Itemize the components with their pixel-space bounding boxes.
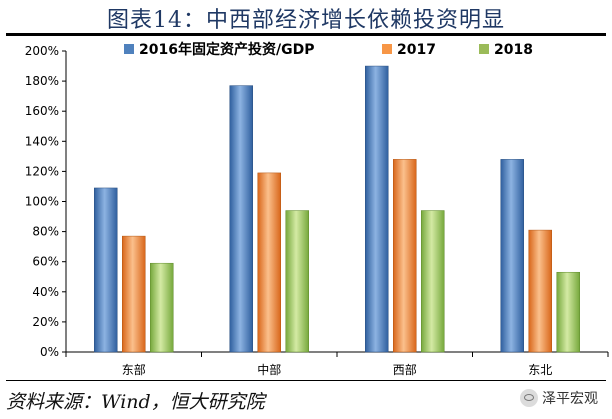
source-note: 资料来源：Wind，恒大研究院 — [6, 391, 265, 413]
y-tick-label: 0% — [40, 345, 59, 359]
bar-3-4 — [556, 271, 580, 353]
bar-1-1 — [94, 187, 118, 353]
legend-swatch-3 — [479, 44, 489, 54]
legend-label-2: 2017 — [397, 42, 436, 58]
title-rule — [6, 33, 606, 36]
watermark: 泽平宏观 — [520, 388, 598, 408]
bar-2-1 — [122, 235, 146, 353]
bar-3-1 — [150, 262, 174, 353]
y-tick-label: 140% — [25, 134, 59, 148]
bar-1-3 — [365, 65, 389, 353]
x-tick-label: 东北 — [528, 363, 552, 377]
y-tick-label: 80% — [32, 225, 59, 239]
wechat-icon — [520, 389, 538, 407]
x-tick-label: 中部 — [257, 362, 281, 377]
y-tick-label: 200% — [25, 44, 59, 58]
y-tick-label: 120% — [25, 164, 59, 178]
y-tick-label: 20% — [32, 315, 59, 329]
legend-label-3: 2018 — [494, 42, 533, 58]
legend-swatch-2 — [382, 44, 392, 54]
y-tick-label: 180% — [25, 74, 59, 88]
footer-rule — [6, 380, 606, 381]
y-tick-label: 60% — [32, 255, 59, 269]
bar-3-2 — [285, 210, 309, 353]
watermark-text: 泽平宏观 — [542, 391, 598, 407]
bar-2-4 — [528, 229, 552, 353]
bar-2-2 — [257, 172, 281, 353]
y-tick-label: 100% — [25, 195, 59, 209]
bar-3-3 — [421, 210, 445, 353]
legend-label-1: 2016年固定资产投资/GDP — [139, 41, 314, 58]
x-tick-label: 西部 — [393, 362, 417, 377]
chart-title: 图表14：中西部经济增长依赖投资明显 — [107, 8, 505, 33]
y-tick-label: 160% — [25, 104, 59, 118]
bar-2-3 — [393, 159, 417, 353]
legend-swatch-1 — [124, 44, 134, 54]
bar-chart: 0% 20% 40% 60% 80% 100% 120% 140% 160% 180% 200% 东… — [25, 41, 609, 377]
bar-1-4 — [500, 159, 524, 353]
x-tick-label: 东部 — [122, 362, 146, 377]
bar-1-2 — [229, 85, 253, 353]
y-tick-label: 40% — [32, 285, 59, 299]
